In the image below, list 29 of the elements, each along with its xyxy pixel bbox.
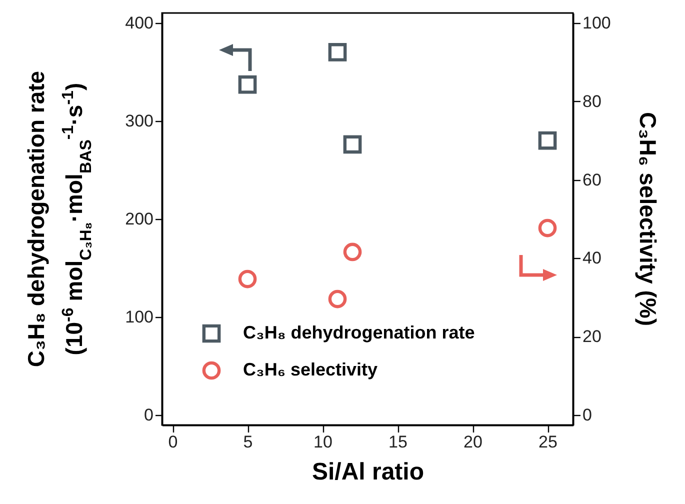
x-tick-label: 5 xyxy=(243,432,253,452)
x-tick-label: 20 xyxy=(464,432,482,452)
x-tick-label: 0 xyxy=(168,432,178,452)
x-axis-title: Si/Al ratio xyxy=(312,458,424,486)
point xyxy=(538,131,557,150)
x-tick-label: 15 xyxy=(388,432,408,452)
y2-tick-label: 80 xyxy=(582,92,602,111)
y2-tick-label: 20 xyxy=(582,327,602,346)
y2-tick-label: 60 xyxy=(582,170,602,190)
y-tick-label: 200 xyxy=(125,210,154,228)
y2-axis-title: C₃H₆ selectivity (%) xyxy=(635,112,661,326)
y-tick-label: 400 xyxy=(125,13,154,32)
point xyxy=(343,242,362,262)
y-tick-label: 0 xyxy=(144,406,154,425)
point xyxy=(238,75,257,94)
legend-label: C₃H₈ dehydrogenation rate xyxy=(243,322,475,342)
point xyxy=(538,218,557,238)
y2-tick-label: 100 xyxy=(582,13,611,32)
x-tick-label: 25 xyxy=(538,432,558,452)
y2-tick-label: 40 xyxy=(582,248,602,268)
point xyxy=(343,135,362,154)
point xyxy=(238,270,257,288)
x-tick-label: 10 xyxy=(314,432,332,452)
y2-tick-label: 0 xyxy=(582,406,592,425)
y-tick-label: 100 xyxy=(125,308,154,327)
y-tick-label: 300 xyxy=(125,111,154,130)
legend-label: C₃H₆ selectivity xyxy=(243,360,378,380)
point xyxy=(328,290,347,308)
point xyxy=(328,43,347,62)
